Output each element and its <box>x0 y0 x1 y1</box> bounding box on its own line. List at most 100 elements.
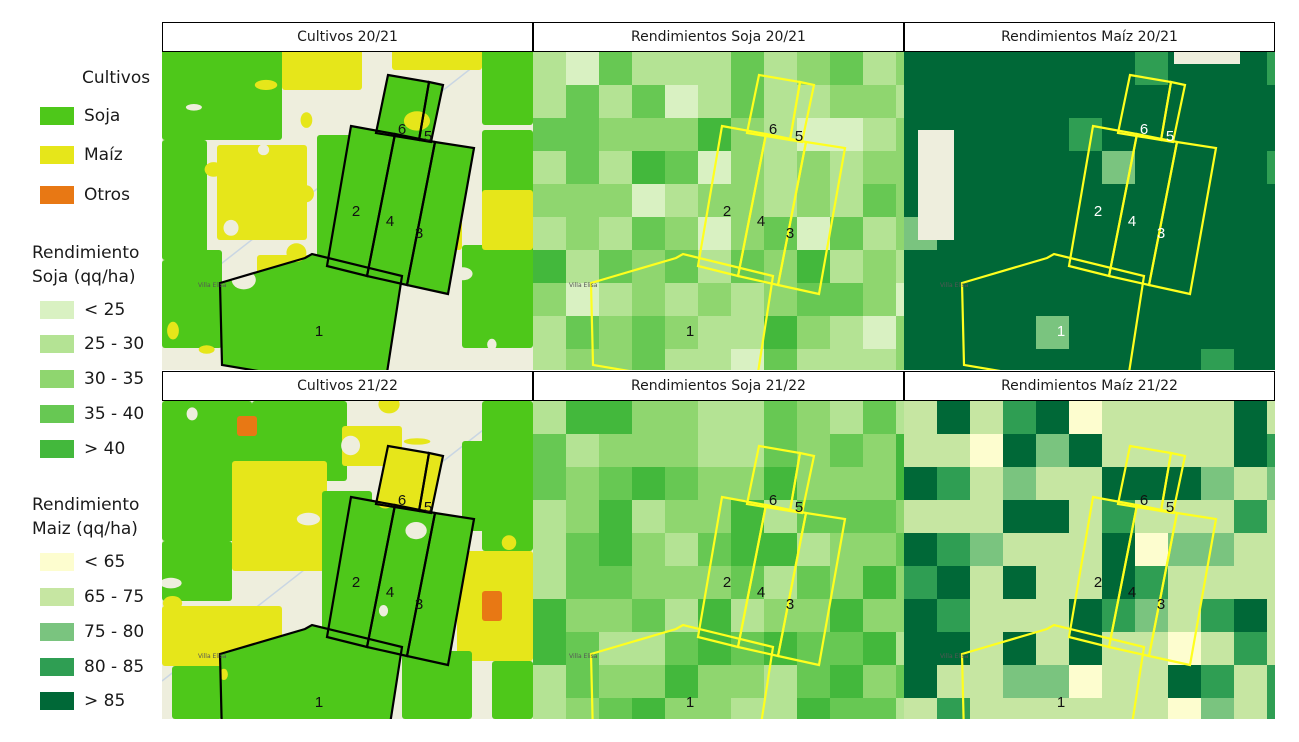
legend-subtitle-maiz: Maiz (qq/ha) <box>32 519 138 539</box>
yield-cell <box>904 316 937 349</box>
yield-cell <box>1267 118 1275 151</box>
yield-cell <box>1234 283 1267 316</box>
lot-crop-fill <box>367 134 435 285</box>
yield-cell <box>1234 467 1267 500</box>
yield-cell <box>698 434 731 467</box>
yield-cell <box>533 217 566 250</box>
yield-cell <box>830 52 863 85</box>
yield-cell <box>1003 349 1036 370</box>
yield-cell <box>1234 566 1267 599</box>
yield-cell <box>937 698 970 719</box>
yield-cell <box>1036 632 1069 665</box>
yield-cell <box>1069 434 1102 467</box>
yield-cell <box>970 349 1003 370</box>
map-view[interactable]: 1 2 3 4 5 6 Villa Elisa <box>904 52 1275 370</box>
yield-cell <box>632 434 665 467</box>
yield-cell <box>863 698 896 719</box>
field-patch <box>298 185 314 203</box>
yield-cell <box>764 599 797 632</box>
lot-outline <box>960 252 1146 370</box>
yield-cell <box>599 500 632 533</box>
yield-cell <box>1102 316 1135 349</box>
yield-cell <box>632 217 665 250</box>
yield-cell <box>1201 85 1234 118</box>
yield-cell <box>632 665 665 698</box>
yield-cell <box>1234 85 1267 118</box>
field-patch <box>403 438 431 445</box>
field-patch <box>162 595 183 611</box>
lot-label: 2 <box>723 203 731 220</box>
yield-cell <box>533 52 566 85</box>
yield-cell <box>599 566 632 599</box>
yield-cell <box>970 151 1003 184</box>
yield-cell <box>1003 533 1036 566</box>
yield-cell <box>1201 698 1234 719</box>
lot-label: 2 <box>723 574 731 591</box>
yield-cell <box>1168 698 1201 719</box>
yield-cell <box>797 665 830 698</box>
yield-cell <box>1267 467 1275 500</box>
yield-cell <box>698 698 731 719</box>
field-patch <box>198 345 215 354</box>
yield-cell <box>797 566 830 599</box>
field-patch <box>219 668 228 680</box>
yield-cell <box>566 184 599 217</box>
yield-cell <box>698 467 731 500</box>
field-patch <box>499 643 521 655</box>
yield-cell <box>896 118 904 151</box>
panel-title: Rendimientos Maíz 21/22 <box>904 371 1275 401</box>
yield-cell <box>1036 500 1069 533</box>
yield-cell <box>1267 533 1275 566</box>
yield-cell <box>566 118 599 151</box>
yield-cell <box>970 401 1003 434</box>
town-label: Villa Elisa <box>569 653 598 660</box>
yield-cell <box>830 349 863 370</box>
yield-cell <box>896 599 904 632</box>
map-view[interactable]: 1 2 3 4 5 6 Villa Elisa <box>162 52 533 370</box>
background-gap <box>1174 52 1240 64</box>
legend-label: < 25 <box>84 300 126 320</box>
yield-cell <box>937 467 970 500</box>
legend-subtitle-soja: Soja (qq/ha) <box>32 267 136 287</box>
yield-cell <box>698 85 731 118</box>
yield-cell <box>566 566 599 599</box>
lot-label: 2 <box>352 203 360 220</box>
yield-cell <box>698 283 731 316</box>
yield-cell <box>830 665 863 698</box>
yield-cell <box>1069 467 1102 500</box>
panel-maiz-2122: Rendimientos Maíz 21/22 1 2 3 4 5 6 Villa Elis… <box>904 371 1275 720</box>
map-view[interactable]: 1 2 3 4 5 6 Villa Elisa <box>533 401 904 719</box>
crop-field <box>482 190 533 250</box>
lot-outline <box>417 80 445 144</box>
lot-label: 4 <box>757 584 765 601</box>
lot-label: 5 <box>1166 128 1174 145</box>
yield-cell <box>698 665 731 698</box>
yield-cell <box>533 533 566 566</box>
yield-cell <box>533 665 566 698</box>
map-view[interactable]: 1 2 3 4 5 6 Villa Elisa <box>533 52 904 370</box>
yield-cell <box>1036 434 1069 467</box>
yield-cell <box>1036 118 1069 151</box>
yield-cell <box>632 401 665 434</box>
yield-cell <box>896 151 904 184</box>
yield-cell <box>970 250 1003 283</box>
lot-label: 2 <box>1094 574 1102 591</box>
crop-field <box>392 52 482 70</box>
yield-cell <box>599 52 632 85</box>
yield-cell <box>1135 85 1168 118</box>
map-view[interactable]: 1 2 3 4 5 6 Villa Elisa <box>162 401 533 719</box>
yield-cell <box>937 599 970 632</box>
crop-field <box>462 441 533 531</box>
yield-cell <box>599 250 632 283</box>
yield-cell <box>1036 698 1069 719</box>
yield-cell <box>1201 599 1234 632</box>
lot-label: 3 <box>415 225 423 242</box>
legend-label: 65 - 75 <box>84 587 145 607</box>
map-view[interactable]: 1 2 3 4 5 6 Villa Elisa <box>904 401 1275 719</box>
yield-cell <box>698 500 731 533</box>
yield-cell <box>1003 566 1036 599</box>
yield-cell <box>665 217 698 250</box>
yield-cell <box>1003 665 1036 698</box>
yield-cell <box>1168 599 1201 632</box>
crop-field <box>462 245 533 348</box>
